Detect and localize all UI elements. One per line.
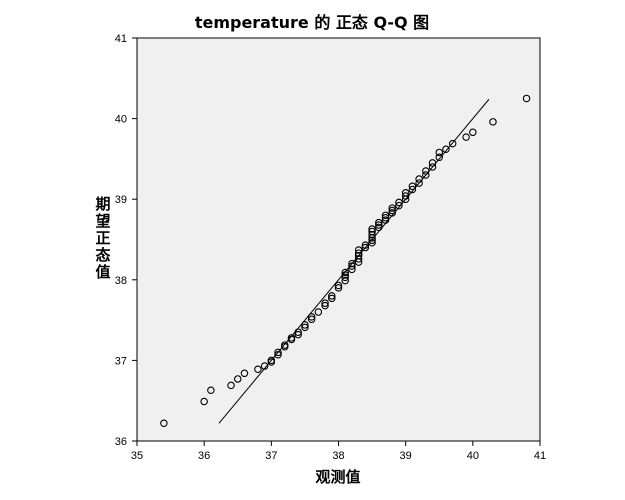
data-point [348, 265, 356, 274]
x-tick-label: 35 [131, 450, 143, 462]
x-tick-label: 36 [198, 450, 210, 462]
data-point [422, 171, 430, 179]
data-point [301, 321, 309, 329]
data-point [287, 334, 296, 342]
data-point [240, 369, 249, 378]
data-point [388, 209, 396, 217]
data-point [388, 206, 396, 215]
data-point [354, 255, 363, 263]
data-point [307, 315, 316, 324]
data-point [267, 356, 276, 365]
data-point [354, 249, 363, 257]
data-point [321, 301, 329, 310]
data-point [294, 330, 302, 339]
data-point [281, 341, 289, 349]
x-tick-label: 37 [265, 450, 277, 462]
y-tick-label: 36 [115, 436, 127, 448]
data-point [375, 218, 383, 227]
data-point [428, 159, 437, 167]
data-point [408, 182, 417, 191]
data-point [435, 148, 443, 157]
data-point [375, 221, 383, 229]
data-point [435, 153, 443, 162]
data-point [294, 328, 302, 336]
x-axis: 35 36 37 38 39 40 41 [131, 441, 546, 462]
y-tick-label: 37 [115, 355, 127, 367]
data-point [354, 251, 363, 260]
data-point [442, 145, 450, 153]
data-point [200, 397, 208, 406]
data-point [368, 225, 376, 233]
data-point [381, 211, 390, 220]
data-point [448, 139, 457, 148]
data-point [462, 133, 470, 141]
data-point [368, 238, 376, 247]
data-point [314, 308, 323, 316]
data-point [227, 381, 235, 390]
data-point [401, 192, 410, 200]
data-point [489, 118, 497, 126]
data-point [388, 204, 396, 212]
data-point [348, 259, 356, 268]
data-point [401, 189, 410, 197]
x-tick-label: 41 [534, 450, 546, 462]
data-point [207, 386, 215, 394]
data-point [428, 163, 437, 171]
data-point [341, 268, 349, 277]
data-point [469, 128, 477, 137]
plot-area [136, 37, 541, 442]
chart-title: temperature 的 正态 Q-Q 图 [195, 13, 429, 32]
data-point [381, 213, 390, 222]
data-point [334, 281, 343, 290]
data-point [321, 299, 329, 307]
data-point [368, 236, 376, 245]
y-tick-label: 38 [115, 275, 127, 287]
data-point [328, 294, 336, 303]
data-point [341, 276, 349, 285]
data-point [307, 313, 316, 321]
data-points [160, 94, 531, 428]
data-point [422, 167, 430, 175]
x-tick-label: 38 [332, 450, 344, 462]
data-point [160, 419, 168, 428]
x-axis-label: 观测值 [315, 468, 360, 486]
data-point [368, 230, 376, 239]
data-point [522, 94, 531, 103]
data-point [341, 273, 349, 282]
data-point [254, 365, 262, 374]
y-tick-label: 40 [115, 114, 127, 126]
data-point [415, 175, 423, 183]
data-point [354, 246, 363, 254]
data-point [361, 243, 370, 252]
data-point [408, 185, 417, 194]
data-point [328, 292, 336, 300]
data-point [415, 179, 423, 187]
x-tick-label: 39 [400, 450, 412, 462]
data-point [260, 362, 269, 370]
data-point [395, 201, 403, 210]
data-point [334, 284, 343, 292]
y-tick-label: 39 [115, 194, 127, 206]
data-point [274, 351, 282, 359]
data-point [375, 223, 383, 232]
data-point [341, 271, 349, 279]
x-tick-label: 40 [467, 450, 479, 462]
data-point [274, 348, 282, 357]
data-point [234, 375, 242, 383]
data-point [368, 227, 376, 236]
y-tick-label: 41 [115, 33, 127, 45]
y-axis: 36 37 38 39 40 41 [115, 33, 137, 448]
y-axis-label: 期望正态值 [95, 195, 110, 281]
data-point [395, 198, 403, 207]
data-point [381, 216, 390, 224]
data-point [301, 323, 309, 332]
data-point [348, 262, 356, 270]
data-point [361, 241, 370, 249]
